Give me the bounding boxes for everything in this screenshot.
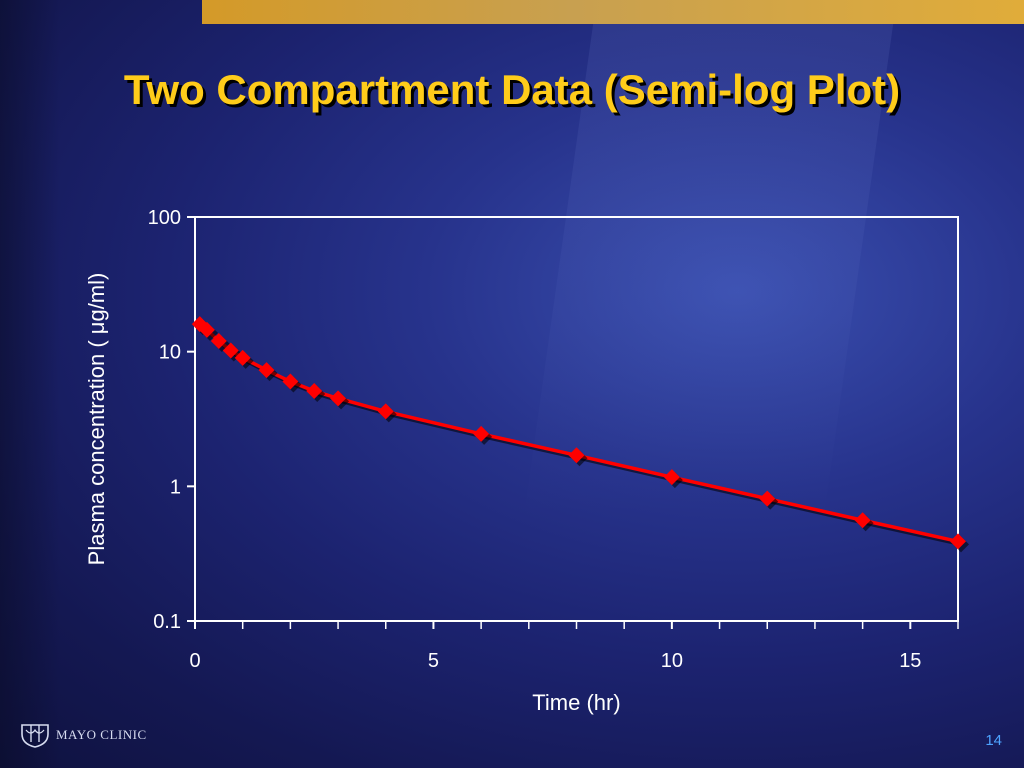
- y-axis-label: Plasma concentration ( μg/ml): [84, 273, 109, 566]
- data-point: [330, 390, 347, 407]
- x-tick-label: 10: [661, 650, 683, 672]
- y-tick-label: 0.1: [153, 611, 181, 633]
- series-line: [198, 322, 959, 544]
- mayo-clinic-logo: MAYO CLINIC: [20, 722, 147, 748]
- y-tick-label: 100: [148, 207, 181, 229]
- plot-area-frame: [194, 216, 959, 622]
- y-tick-label: 10: [159, 342, 181, 364]
- logo-text: MAYO CLINIC: [56, 727, 147, 742]
- data-point: [258, 362, 275, 379]
- data-point: [210, 333, 227, 350]
- data-point: [282, 373, 299, 390]
- data-point: [198, 321, 215, 338]
- data-point: [377, 403, 394, 420]
- data-point: [222, 342, 239, 359]
- data-point: [234, 349, 251, 366]
- background-shade: [0, 0, 60, 768]
- shield-logo-icon: [21, 724, 49, 748]
- data-point: [663, 469, 680, 486]
- data-point: [306, 383, 323, 400]
- data-point: [950, 533, 966, 550]
- x-tick-label: 5: [428, 650, 439, 672]
- slide-title: Two Compartment Data (Semi-log Plot): [123, 66, 901, 113]
- data-point: [759, 490, 776, 507]
- data-point: [568, 447, 585, 464]
- accent-bar: [202, 0, 1024, 24]
- page-number: 14: [985, 732, 1002, 749]
- data-point: [473, 425, 490, 442]
- y-tick-label: 1: [170, 476, 181, 498]
- x-tick-label: 0: [189, 650, 200, 672]
- data-point: [854, 512, 871, 529]
- x-axis-label: Time (hr): [532, 690, 620, 715]
- x-tick-label: 15: [899, 650, 921, 672]
- series-line-shadow: [201, 325, 962, 547]
